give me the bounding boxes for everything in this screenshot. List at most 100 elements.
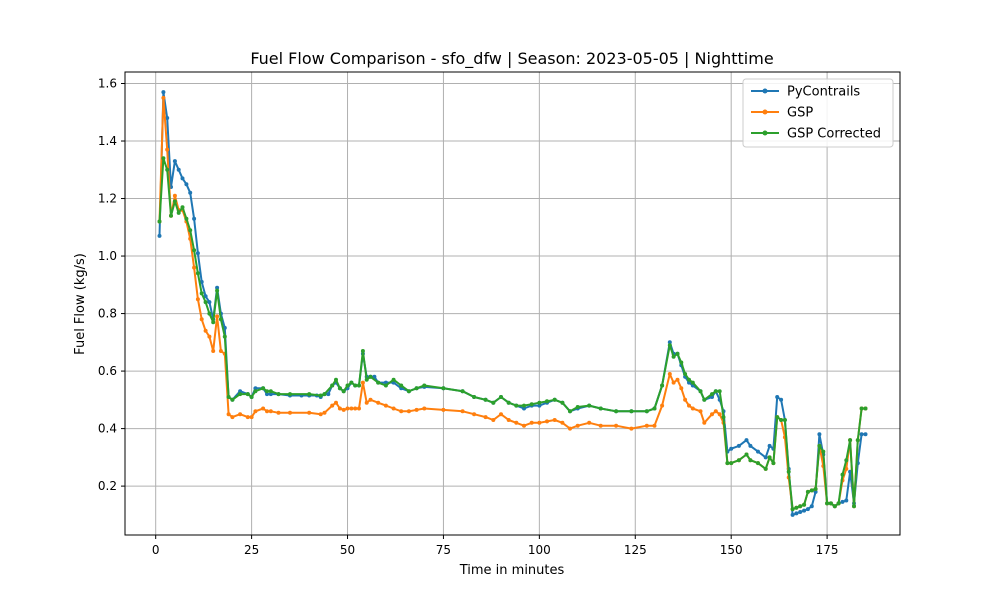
data-point [364, 377, 369, 382]
data-point [406, 409, 411, 414]
data-point [729, 446, 734, 451]
data-point [337, 386, 342, 391]
data-point [230, 415, 235, 420]
data-point [671, 354, 676, 359]
data-point [736, 443, 741, 448]
data-point [172, 159, 177, 164]
data-point [679, 360, 684, 365]
data-point [399, 383, 404, 388]
data-point [775, 415, 780, 420]
data-point [805, 489, 810, 494]
data-point [844, 498, 849, 503]
data-point [552, 418, 557, 422]
data-point [529, 402, 534, 407]
data-point [172, 193, 177, 198]
data-point [215, 285, 220, 290]
data-point [383, 383, 388, 388]
data-point [702, 420, 707, 425]
data-point [499, 395, 503, 399]
data-point [782, 418, 787, 422]
data-point [832, 504, 837, 509]
data-point [253, 389, 258, 394]
y-tick-label: 0.2 [98, 479, 117, 493]
data-point [713, 409, 718, 414]
data-point [545, 399, 549, 404]
data-point [326, 392, 331, 397]
data-point [157, 233, 162, 238]
data-point [203, 294, 208, 299]
data-point [537, 400, 542, 405]
data-point [805, 507, 810, 512]
data-point [334, 377, 338, 382]
data-point [268, 409, 273, 414]
data-point [491, 418, 496, 422]
legend-swatch-marker [762, 130, 768, 136]
data-point [165, 147, 170, 152]
data-point [667, 372, 672, 376]
data-point [802, 502, 807, 507]
data-point [652, 406, 657, 411]
data-point [614, 423, 619, 428]
data-point [195, 297, 200, 302]
series-gsp-corrected [157, 156, 868, 512]
data-point [644, 409, 649, 414]
data-point [180, 205, 185, 210]
data-point [215, 288, 220, 293]
data-point [721, 415, 726, 420]
data-point [211, 349, 216, 353]
data-point [441, 386, 446, 391]
data-point [779, 418, 784, 422]
data-point [249, 395, 254, 399]
data-point [353, 406, 358, 411]
y-axis-label: Fuel Flow (kg/s) [73, 253, 88, 355]
data-point [710, 412, 714, 417]
data-point [809, 504, 814, 509]
data-point [798, 504, 803, 509]
x-tick-label: 125 [624, 543, 647, 557]
data-point [537, 420, 542, 425]
plot-frame [124, 71, 901, 536]
data-point [852, 504, 856, 509]
data-point [161, 95, 166, 100]
x-tick-label: 25 [244, 543, 259, 557]
data-point [748, 443, 753, 448]
data-point [368, 374, 373, 379]
data-point [318, 393, 323, 398]
data-point [422, 383, 427, 388]
legend-label: PyContrails [787, 85, 860, 100]
data-point [222, 334, 227, 339]
data-point [855, 438, 860, 443]
data-point [575, 423, 580, 428]
data-point [825, 501, 830, 506]
data-point [318, 412, 323, 417]
data-point [522, 406, 526, 411]
data-point [249, 415, 254, 420]
data-point [717, 412, 722, 417]
data-point [245, 392, 250, 397]
data-point [288, 410, 292, 415]
data-point [844, 458, 849, 463]
data-point [364, 400, 369, 405]
data-point [744, 452, 749, 457]
data-point [817, 432, 822, 437]
data-point [268, 389, 273, 394]
data-point [848, 438, 853, 443]
data-point [667, 340, 672, 345]
data-point [391, 406, 396, 411]
data-point [660, 403, 665, 408]
data-point [629, 426, 634, 431]
data-point [253, 409, 258, 414]
data-point [211, 320, 216, 325]
y-tick-label: 0.4 [98, 422, 117, 436]
data-point [644, 423, 649, 428]
data-point [376, 380, 381, 385]
data-point [337, 406, 342, 411]
y-tick-label: 0.8 [98, 307, 117, 321]
data-point [199, 317, 204, 322]
x-tick-label: 0 [152, 543, 160, 557]
data-point [575, 405, 580, 409]
data-point [598, 423, 603, 428]
data-point [840, 499, 845, 504]
data-point [176, 210, 181, 215]
data-point [276, 392, 281, 397]
